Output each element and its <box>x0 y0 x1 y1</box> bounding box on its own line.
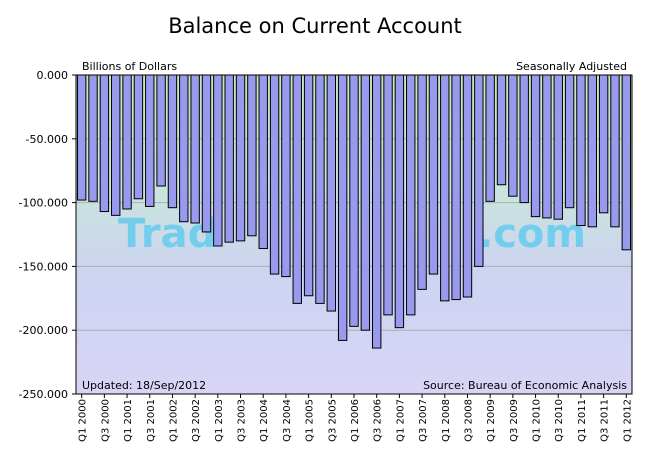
x-tick-label: Q1 2008 <box>441 399 452 442</box>
x-tick-label: Q3 2004 <box>282 399 293 442</box>
watermark-text-left: Trad <box>118 211 216 257</box>
bar <box>167 74 178 209</box>
bar <box>372 74 382 349</box>
updated-note: Updated: 18/Sep/2012 <box>82 379 206 392</box>
x-tick-label: Q3 2001 <box>146 399 157 442</box>
bar <box>542 74 552 219</box>
x-tick-label: Q1 2007 <box>395 399 406 442</box>
x-tick-label: Q3 2006 <box>373 399 384 442</box>
x-tick-label: Q3 2002 <box>191 399 202 442</box>
bar <box>145 74 155 207</box>
bar <box>156 74 166 187</box>
bar <box>406 74 416 316</box>
bar <box>190 74 200 224</box>
bar <box>383 74 393 316</box>
bar <box>201 74 212 233</box>
bar <box>530 74 541 218</box>
bar <box>474 74 484 267</box>
x-tick-label: Q3 2008 <box>463 399 474 442</box>
chart-title: Balance on Current Account <box>168 14 462 38</box>
bar <box>269 74 280 275</box>
bar <box>610 74 620 228</box>
bar <box>247 74 257 237</box>
x-tick-label: Q1 2001 <box>123 399 134 442</box>
x-tick-label: Q1 2005 <box>305 399 316 442</box>
y-tick-label: -150.000 <box>19 260 68 273</box>
bar <box>292 74 302 304</box>
watermark: Trad .com <box>118 211 586 257</box>
bar <box>179 74 189 223</box>
x-tick-label: Q3 2009 <box>509 399 520 442</box>
bar <box>621 74 632 251</box>
bar <box>349 74 359 327</box>
bar <box>99 74 110 213</box>
bar <box>587 74 597 228</box>
x-tick-label: Q1 2004 <box>259 399 270 442</box>
bar <box>337 74 348 341</box>
x-tick-label: Q3 2010 <box>554 399 565 442</box>
bar <box>462 74 473 298</box>
bar <box>122 74 132 210</box>
x-tick-label: Q1 2012 <box>622 399 633 442</box>
bar <box>133 74 144 200</box>
x-tick-label: Q3 2007 <box>418 399 429 442</box>
x-tick-label: Q3 2003 <box>237 399 248 442</box>
y-axis: 0.000 -50.000 -100.000 -150.000 -200.000 -250… <box>19 69 76 401</box>
bar <box>553 74 563 220</box>
bar <box>88 74 98 202</box>
bar <box>451 74 461 301</box>
bar <box>564 74 575 209</box>
x-tick-label: Q3 2000 <box>100 399 111 442</box>
bar <box>224 74 234 243</box>
x-axis: Q1 2000 Q3 2000 Q1 2001 Q3 2001 Q1 2002 Q3 20… <box>78 394 633 442</box>
bar <box>213 74 223 247</box>
bar <box>485 74 495 202</box>
bar <box>360 74 371 331</box>
bar <box>508 74 518 197</box>
x-tick-label: Q3 2011 <box>600 399 611 442</box>
unit-note: Billions of Dollars <box>82 60 177 73</box>
bar <box>76 74 87 201</box>
bar <box>519 74 529 204</box>
x-tick-label: Q1 2010 <box>532 399 543 442</box>
x-tick-label: Q1 2003 <box>214 399 225 442</box>
bar <box>235 74 246 242</box>
bar <box>258 74 268 250</box>
x-tick-label: Q1 2009 <box>486 399 497 442</box>
bar <box>598 74 609 214</box>
bar <box>281 74 291 278</box>
y-tick-label: -100.000 <box>19 197 68 210</box>
bar <box>315 74 325 304</box>
y-tick-label: -50.000 <box>26 133 68 146</box>
x-tick-label: Q1 2011 <box>577 399 588 442</box>
y-tick-label: -250.000 <box>19 388 68 401</box>
y-tick-label: 0.000 <box>37 69 69 82</box>
bar <box>303 74 314 297</box>
x-tick-label: Q1 2006 <box>350 399 361 442</box>
source-note: Source: Bureau of Economic Analysis <box>423 379 627 392</box>
bar <box>417 74 427 290</box>
bar <box>326 74 337 312</box>
x-tick-label: Q1 2002 <box>168 399 179 442</box>
x-tick-label: Q3 2005 <box>327 399 338 442</box>
y-tick-label: -200.000 <box>19 324 68 337</box>
bar <box>428 74 439 275</box>
adjustment-note: Seasonally Adjusted <box>516 60 627 73</box>
bar <box>440 74 450 302</box>
bar <box>394 74 405 329</box>
bars <box>76 74 632 349</box>
watermark-text-right: .com <box>478 211 586 257</box>
x-tick-label: Q1 2000 <box>78 399 89 442</box>
bar <box>576 74 586 227</box>
bar <box>111 74 121 216</box>
bar <box>496 74 507 186</box>
